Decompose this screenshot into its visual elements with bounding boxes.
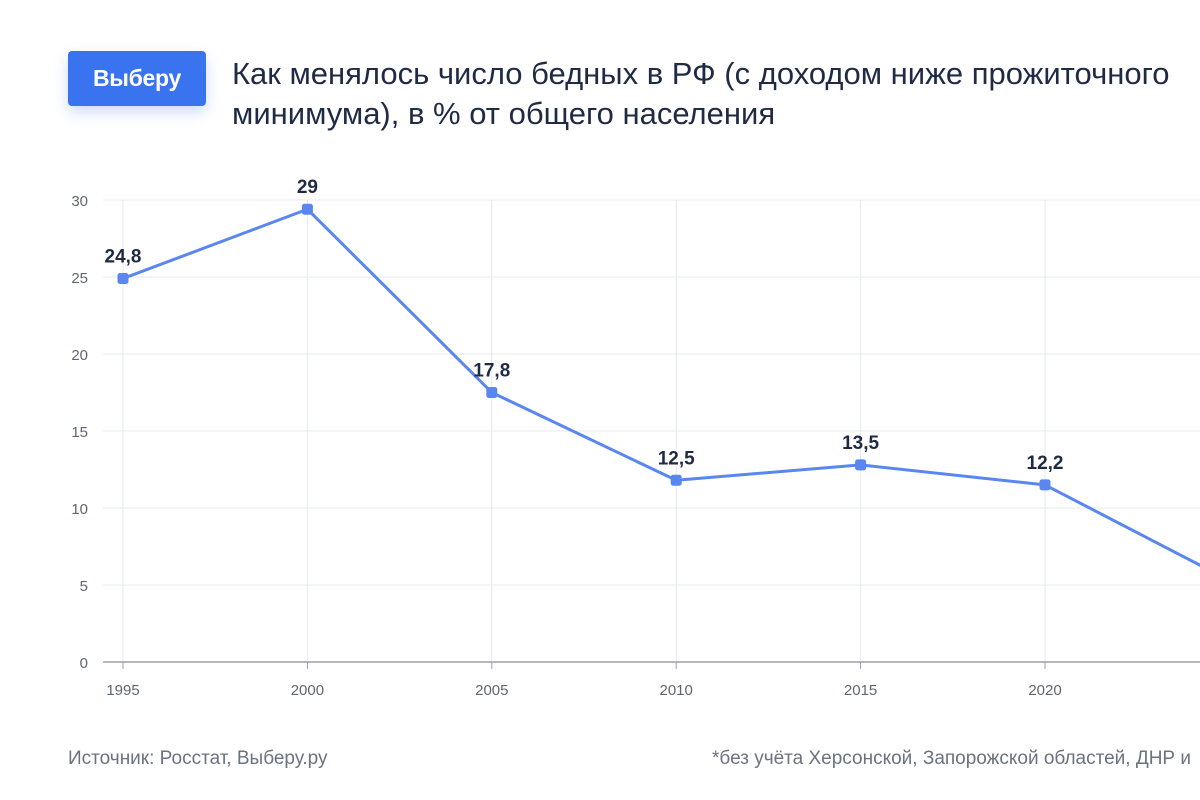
chart-title-line-2: минимума), в % от общего населения [232, 96, 776, 131]
y-tick-label: 15 [71, 424, 88, 441]
y-tick-label: 30 [71, 193, 88, 210]
data-point [486, 387, 498, 398]
x-tick-label: 2010 [660, 682, 693, 699]
y-tick-label: 10 [71, 501, 88, 518]
y-tick-label: 5 [80, 578, 88, 595]
data-point [670, 474, 682, 486]
data-label: 12,5 [658, 448, 695, 469]
chart-title-line-1: Как менялось число бедных в РФ (с доходо… [232, 56, 1170, 91]
x-tick-label: 2000 [291, 682, 324, 699]
chart-title: Как менялось число бедных в РФ (с доходо… [232, 54, 1192, 134]
data-point [117, 273, 129, 285]
source-note: Источник: Росстат, Выберу.ру [68, 748, 328, 769]
data-label: 13,5 [842, 433, 879, 454]
data-point [301, 203, 313, 215]
series-line [121, 207, 1200, 567]
x-tick-label: 1995 [106, 682, 139, 699]
y-tick-label: 0 [80, 655, 88, 672]
x-tick-label: 2005 [475, 682, 508, 699]
data-label: 17,8 [473, 361, 510, 382]
data-label: 24,8 [105, 247, 142, 268]
data-label: 29 [297, 177, 318, 198]
y-tick-label: 25 [71, 270, 88, 287]
data-label: 12,2 [1027, 453, 1064, 474]
y-tick-label: 20 [71, 347, 88, 364]
data-point [855, 459, 867, 471]
x-tick-label: 2020 [1028, 682, 1061, 699]
brand-logo: Выберу [68, 51, 206, 106]
brand-logo-text: Выберу [93, 65, 181, 91]
footnote: *без учёта Херсонской, Запорожской облас… [712, 748, 1191, 769]
data-point [1039, 479, 1051, 491]
x-tick-label: 2015 [844, 682, 877, 699]
line-chart: 0 5 10 15 20 25 30 1995 2000 2005 2010 2015 2020 24,8… [71, 177, 1200, 699]
